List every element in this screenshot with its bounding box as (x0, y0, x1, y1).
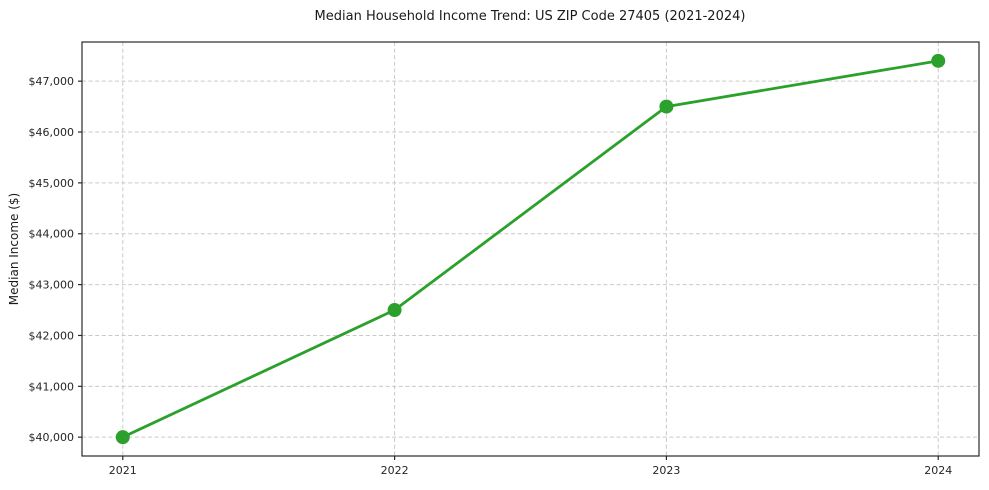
x-tick-label: 2024 (924, 464, 952, 477)
y-tick-label: $43,000 (29, 279, 75, 292)
data-point (115, 430, 130, 445)
y-tick-label: $44,000 (29, 228, 75, 241)
chart-title: Median Household Income Trend: US ZIP Co… (314, 9, 746, 24)
x-tick-label: 2023 (652, 464, 680, 477)
y-tick-label: $42,000 (29, 329, 75, 342)
data-point (931, 53, 946, 68)
data-point (387, 303, 402, 318)
y-tick-label: $41,000 (29, 380, 75, 393)
x-tick-label: 2022 (381, 464, 409, 477)
x-tick-label: 2021 (109, 464, 137, 477)
y-tick-label: $40,000 (29, 431, 75, 444)
plot-border (81, 41, 980, 457)
y-tick-label: $47,000 (29, 75, 75, 88)
trend-line (122, 59, 939, 439)
data-point (659, 99, 674, 114)
y-tick-label: $46,000 (29, 126, 75, 139)
y-tick-label: $45,000 (29, 177, 75, 190)
